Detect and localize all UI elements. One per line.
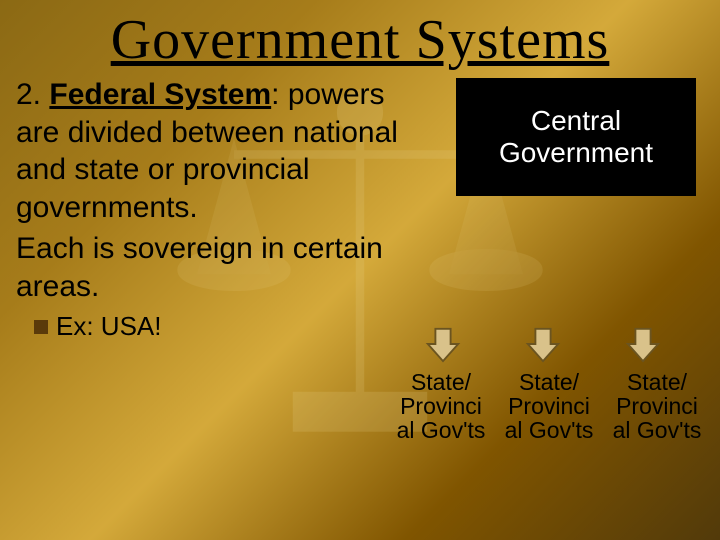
text-column: 2. Federal System: powers are divided be… (10, 76, 400, 342)
arrows-row (424, 324, 662, 364)
example-line: Ex: USA! (16, 311, 400, 342)
diagram-column: Central Government State/ Provinci al Go… (400, 76, 710, 342)
central-label: Central Government (459, 105, 693, 169)
down-arrow-icon (624, 324, 662, 364)
central-government-box: Central Government (456, 78, 696, 196)
definition-text: 2. Federal System: powers are divided be… (16, 76, 400, 226)
slide-title: Government Systems (0, 0, 720, 72)
sovereign-text: Each is sovereign in certain areas. (16, 230, 400, 305)
provincial-row: State/ Provinci al Gov'tsState/ Provinci… (392, 370, 706, 442)
content-area: 2. Federal System: powers are divided be… (0, 72, 720, 342)
provincial-box: State/ Provinci al Gov'ts (608, 370, 706, 442)
definition-term: Federal System (49, 78, 271, 111)
definition-number: 2. (16, 78, 41, 111)
example-label: Ex: USA! (56, 311, 161, 342)
provincial-box: State/ Provinci al Gov'ts (500, 370, 598, 442)
down-arrow-icon (524, 324, 562, 364)
down-arrow-icon (424, 324, 462, 364)
bullet-icon (34, 320, 48, 334)
provincial-box: State/ Provinci al Gov'ts (392, 370, 490, 442)
